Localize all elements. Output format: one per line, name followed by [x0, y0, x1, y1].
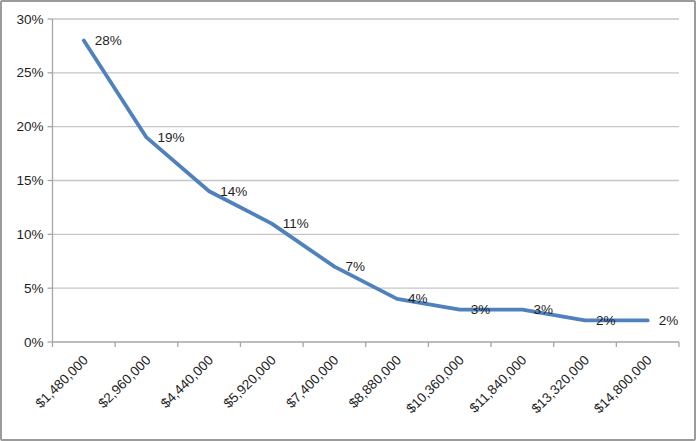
x-axis-tick-label: $10,360,000 [403, 353, 467, 417]
x-axis-tick-label: $2,960,000 [95, 353, 153, 411]
data-label: 3% [533, 302, 553, 317]
x-axis-tick-label: $11,840,000 [467, 353, 530, 416]
x-axis-tick-label: $1,480,000 [33, 353, 91, 411]
y-axis-tick-label: 10% [16, 227, 43, 242]
data-label: 3% [471, 302, 491, 317]
data-label: 14% [220, 184, 247, 199]
data-label: 2% [659, 313, 679, 328]
data-label: 2% [596, 313, 616, 328]
y-axis-tick-label: 30% [16, 12, 43, 27]
y-axis-tick-label: 5% [24, 281, 44, 296]
y-axis-tick-label: 15% [16, 173, 43, 188]
x-axis-tick-label: $13,320,000 [528, 353, 592, 417]
data-label: 7% [345, 259, 365, 274]
x-axis-tick-label: $7,400,000 [283, 353, 341, 411]
x-axis-tick-label: $8,880,000 [346, 353, 404, 411]
y-axis-tick-label: 20% [16, 119, 43, 134]
x-axis-tick-label: $4,440,000 [158, 353, 216, 411]
data-label: 28% [95, 33, 122, 48]
x-axis-tick-label: $14,800,000 [591, 353, 655, 417]
x-axis-tick-label: $5,920,000 [221, 353, 279, 411]
y-axis-tick-label: 0% [24, 335, 44, 350]
chart-canvas: 0%5%10%15%20%25%30%$1,480,000$2,960,000$… [2, 2, 694, 439]
data-label: 19% [157, 130, 184, 145]
y-axis-tick-label: 25% [16, 65, 43, 80]
data-label: 4% [408, 291, 428, 306]
line-chart: 0%5%10%15%20%25%30%$1,480,000$2,960,000$… [0, 0, 696, 441]
data-label: 11% [283, 216, 309, 231]
